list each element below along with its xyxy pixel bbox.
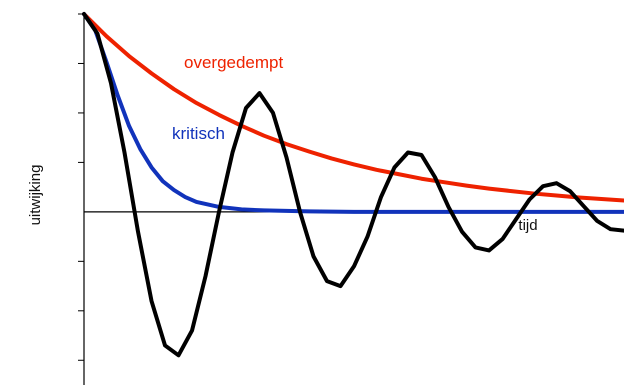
y-ticks	[78, 13, 84, 361]
y-axis-label: uitwijking	[27, 165, 44, 226]
series-labels: overgedempt kritisch	[172, 53, 284, 143]
series-line-1	[82, 12, 624, 214]
series-layer	[82, 12, 624, 358]
series-line-2	[82, 12, 624, 358]
series-label-overgedempt: overgedempt	[184, 53, 284, 72]
series-line-0	[82, 12, 624, 203]
x-axis-label: tijd	[518, 217, 537, 234]
series-label-kritisch: kritisch	[172, 124, 225, 143]
